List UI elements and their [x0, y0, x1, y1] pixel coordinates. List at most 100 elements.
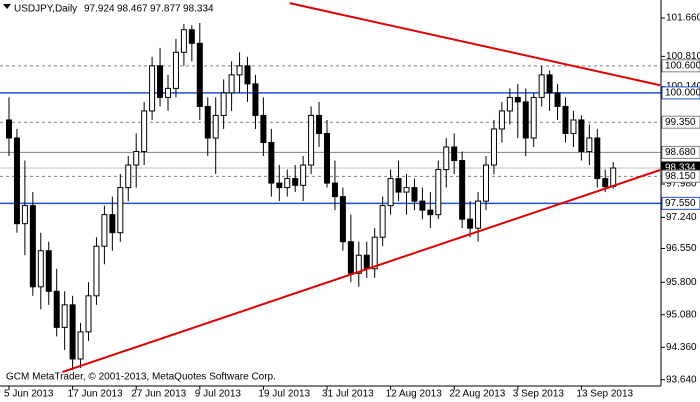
candle-body [411, 187, 418, 202]
candle-body [61, 304, 68, 328]
candle-body [467, 218, 474, 229]
candle-body [554, 92, 561, 107]
x-tick-label: 27 Jun 2013 [131, 389, 186, 400]
level-label: 98.334 [665, 163, 696, 174]
candle-body [570, 119, 577, 134]
trendline [289, 2, 661, 87]
candle-body [403, 187, 410, 193]
candle-body [157, 65, 164, 98]
candle-body [260, 114, 267, 143]
y-tick-label: 97.240 [666, 212, 697, 223]
candle-body [316, 114, 323, 134]
candle-body [586, 137, 593, 153]
level-label: 100.600 [665, 60, 700, 71]
header-high: 98.467 [117, 4, 148, 15]
candle-body [443, 146, 450, 171]
y-tick-label: 95.800 [666, 277, 697, 288]
candle-body [379, 205, 386, 238]
candle-body [483, 164, 489, 202]
candle-body [228, 74, 235, 94]
candle-body [427, 209, 434, 216]
candle-body [93, 245, 100, 297]
level-label-box [661, 86, 700, 100]
candle-body [180, 29, 187, 53]
symbol: USDJPY,Daily [14, 4, 77, 15]
level-label-box [661, 59, 700, 73]
y-tick-label: 100.810 [666, 51, 700, 62]
level-label-box [661, 169, 700, 183]
candle-body [29, 205, 36, 288]
candle-body [339, 196, 346, 243]
y-tick-label: 96.550 [666, 243, 697, 254]
candle-body [594, 137, 601, 180]
x-tick-label: 5 Jun 2013 [4, 389, 54, 400]
candle-body [498, 110, 505, 130]
menu-arrow[interactable] [3, 4, 11, 9]
header-open: 97.924 [84, 4, 115, 15]
x-tick-label: 17 Jun 2013 [68, 389, 123, 400]
candle-body [284, 178, 291, 189]
y-tick-label: 93.640 [666, 374, 697, 385]
candle-body [268, 141, 275, 184]
candle-body [37, 250, 44, 288]
candle-body [506, 96, 513, 112]
plot-area [0, 2, 661, 373]
candle-body [363, 254, 370, 270]
x-tick-label: 12 Aug 2013 [386, 389, 443, 400]
header-close: 98.334 [183, 4, 214, 15]
y-tick-label: 94.360 [666, 342, 697, 353]
candle-body [602, 178, 609, 188]
y-tick-label: 95.080 [666, 309, 697, 320]
candle-body [578, 119, 585, 153]
candle-body [308, 114, 315, 166]
candle-body [252, 83, 259, 116]
x-tick-label: 31 Jul 2013 [322, 389, 374, 400]
candle-body [196, 42, 203, 107]
candle-body [133, 151, 140, 166]
candle-body [546, 74, 553, 94]
candle-body [220, 92, 227, 116]
candle-body [331, 182, 338, 198]
candle-body [530, 96, 537, 139]
candle-body [77, 331, 84, 360]
candle-body [6, 119, 12, 139]
candle-body [21, 205, 28, 225]
candle-body [514, 96, 521, 103]
level-label-box [661, 115, 700, 129]
candle-body [212, 114, 219, 139]
candle-body [45, 250, 52, 292]
candle-body [371, 236, 378, 270]
x-tick-label: 3 Sep 2013 [513, 389, 565, 400]
y-tick-label: 97.980 [666, 179, 697, 190]
y-tick-label: 101.660 [666, 13, 700, 24]
candle-body [292, 178, 299, 186]
candle-body [355, 254, 362, 274]
level-label: 100.000 [665, 88, 700, 99]
level-label: 99.350 [665, 117, 696, 128]
candle-body [149, 65, 156, 112]
level-label-box [661, 196, 700, 210]
candle-body [324, 132, 330, 184]
candle-body [69, 304, 76, 360]
candle-body [85, 295, 92, 333]
candle-body [459, 160, 466, 220]
candle-body [141, 110, 148, 153]
candle-body [610, 167, 617, 188]
candle-body [165, 87, 171, 98]
candle-body [522, 101, 529, 139]
candle-body [435, 169, 442, 216]
candle-body [395, 178, 402, 193]
candle-body [13, 137, 20, 225]
level-label: 97.550 [665, 198, 696, 209]
x-tick-label: 19 Jul 2013 [258, 389, 310, 400]
candle-body [101, 214, 108, 247]
candle-body [451, 146, 458, 162]
candle-body [244, 65, 251, 85]
copyright: GCM MetaTrader, © 2001-2013, MetaQuotes … [6, 372, 276, 383]
candle-body [109, 214, 116, 234]
header-low: 97.877 [150, 4, 181, 15]
candle-body [172, 51, 179, 89]
candle-body [125, 164, 132, 189]
